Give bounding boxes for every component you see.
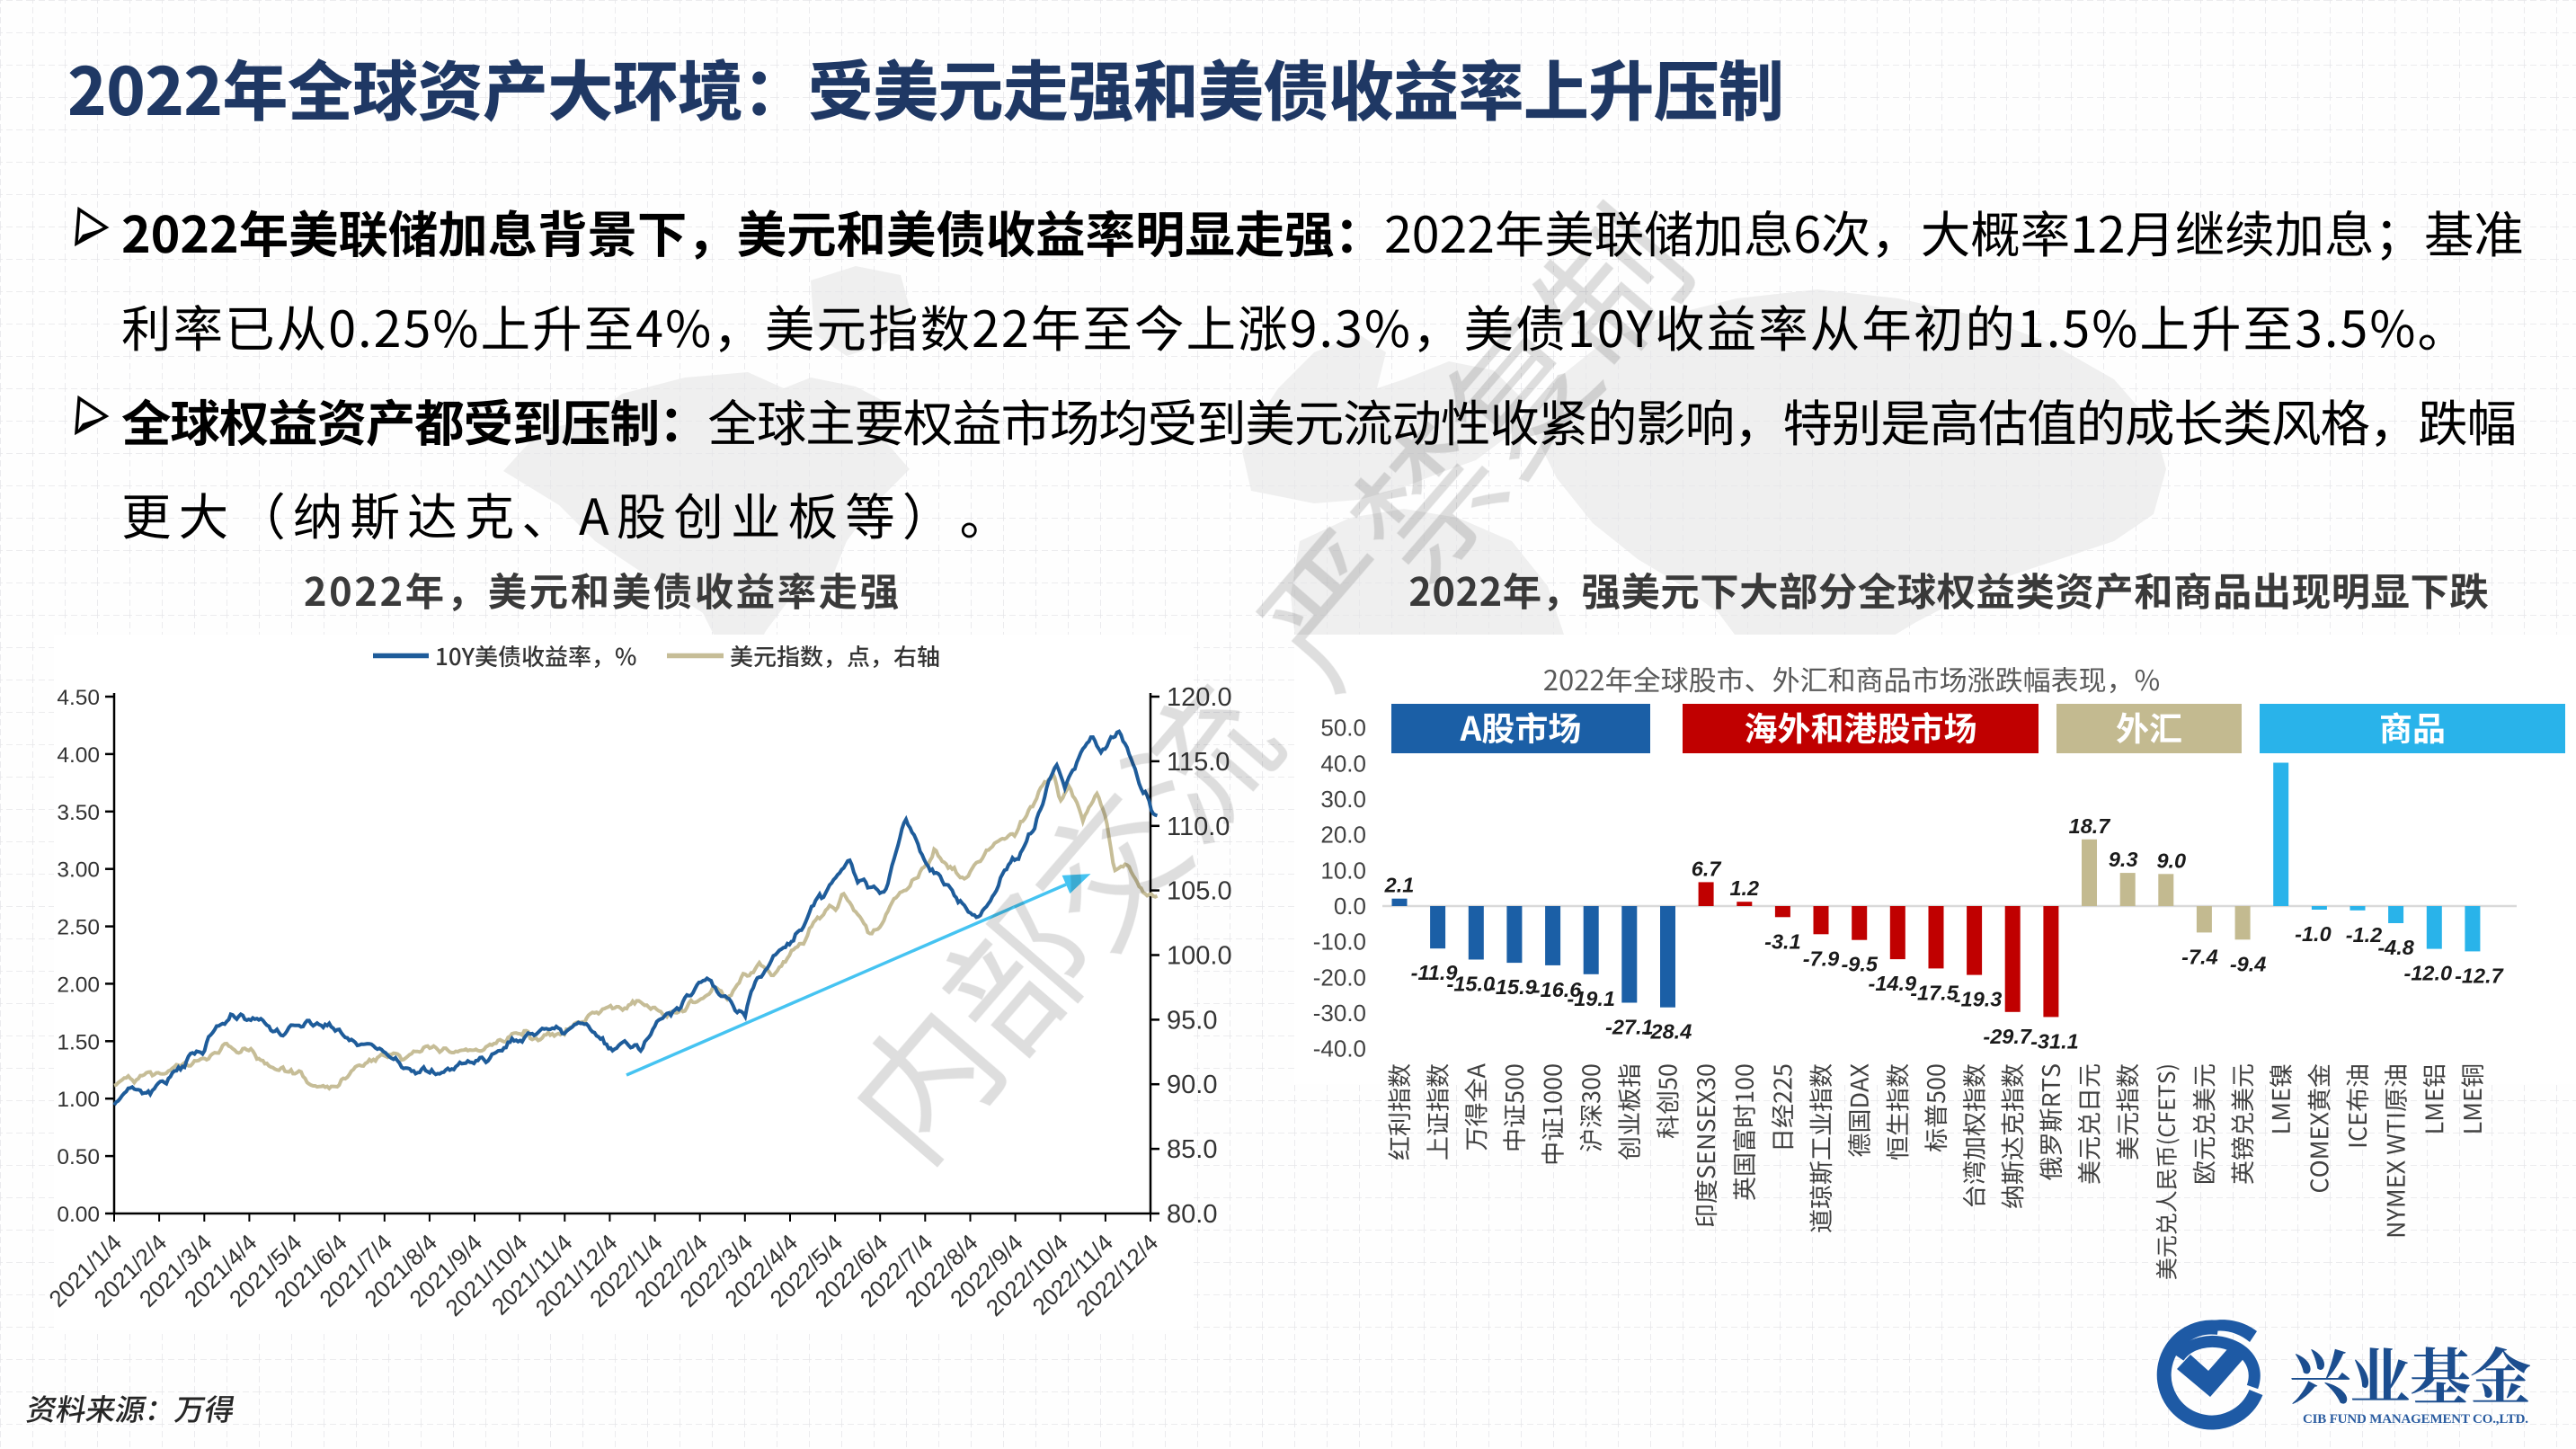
svg-text:-7.9: -7.9 [1803, 947, 1840, 970]
svg-text:-12.7: -12.7 [2455, 964, 2503, 987]
svg-text:2.1: 2.1 [1384, 874, 1415, 897]
svg-text:-20.0: -20.0 [1313, 964, 1366, 991]
svg-text:-7.4: -7.4 [2181, 945, 2218, 968]
svg-text:-29.7: -29.7 [1983, 1025, 2031, 1048]
svg-text:-16.6: -16.6 [1533, 978, 1582, 1001]
svg-text:80.0: 80.0 [1167, 1200, 1217, 1229]
svg-text:0.00: 0.00 [57, 1203, 100, 1227]
svg-text:0.0: 0.0 [1334, 893, 1366, 920]
svg-text:-19.3: -19.3 [1954, 988, 2003, 1011]
svg-text:-12.0: -12.0 [2404, 962, 2453, 985]
svg-text:-9.5: -9.5 [1841, 953, 1878, 976]
svg-text:-31.1: -31.1 [2030, 1029, 2079, 1053]
svg-text:105.0: 105.0 [1167, 877, 1232, 906]
svg-text:-11.9: -11.9 [1411, 961, 1458, 984]
svg-text:-3.1: -3.1 [1764, 929, 1801, 953]
svg-text:9.3: 9.3 [2109, 848, 2138, 871]
svg-text:CIB FUND MANAGEMENT CO.,LTD.: CIB FUND MANAGEMENT CO.,LTD. [2303, 1412, 2529, 1427]
svg-text:1.00: 1.00 [57, 1088, 100, 1112]
svg-text:-14.9: -14.9 [1869, 972, 1917, 995]
svg-text:3.50: 3.50 [57, 801, 100, 825]
svg-text:4.00: 4.00 [57, 743, 100, 768]
svg-text:20.0: 20.0 [1320, 822, 1366, 849]
svg-text:-40.0: -40.0 [1313, 1036, 1366, 1062]
svg-text:-17.5: -17.5 [1910, 981, 1959, 1004]
svg-text:100.0: 100.0 [1167, 942, 1232, 971]
svg-text:1.2: 1.2 [1729, 876, 1759, 900]
svg-text:10.0: 10.0 [1320, 857, 1366, 884]
svg-text:4.50: 4.50 [57, 686, 100, 710]
svg-text:-1.2: -1.2 [2346, 923, 2383, 947]
svg-text:-10.0: -10.0 [1313, 929, 1366, 956]
svg-text:2.00: 2.00 [57, 973, 100, 997]
svg-text:-9.4: -9.4 [2230, 952, 2267, 975]
svg-text:90.0: 90.0 [1167, 1071, 1217, 1099]
svg-text:6.7: 6.7 [1692, 857, 1722, 880]
svg-text:30.0: 30.0 [1320, 786, 1366, 813]
svg-text:-15.9: -15.9 [1488, 975, 1537, 999]
svg-text:2.50: 2.50 [57, 916, 100, 940]
svg-text:-15.0: -15.0 [1447, 973, 1496, 996]
svg-text:-28.4: -28.4 [1644, 1020, 1692, 1044]
svg-text:40.0: 40.0 [1320, 750, 1366, 777]
svg-text:85.0: 85.0 [1167, 1135, 1217, 1164]
svg-text:-4.8: -4.8 [2377, 936, 2414, 959]
svg-text:9.0: 9.0 [2156, 849, 2186, 872]
svg-text:-1.0: -1.0 [2295, 922, 2332, 946]
svg-text:1.50: 1.50 [57, 1030, 100, 1054]
svg-text:-27.1: -27.1 [1605, 1016, 1654, 1039]
svg-text:18.7: 18.7 [2069, 814, 2111, 838]
svg-text:95.0: 95.0 [1167, 1006, 1217, 1035]
svg-text:50.0: 50.0 [1320, 715, 1366, 742]
svg-text:-30.0: -30.0 [1313, 1000, 1366, 1027]
svg-text:-19.1: -19.1 [1567, 987, 1615, 1010]
svg-text:3.00: 3.00 [57, 858, 100, 883]
svg-text:0.50: 0.50 [57, 1145, 100, 1169]
